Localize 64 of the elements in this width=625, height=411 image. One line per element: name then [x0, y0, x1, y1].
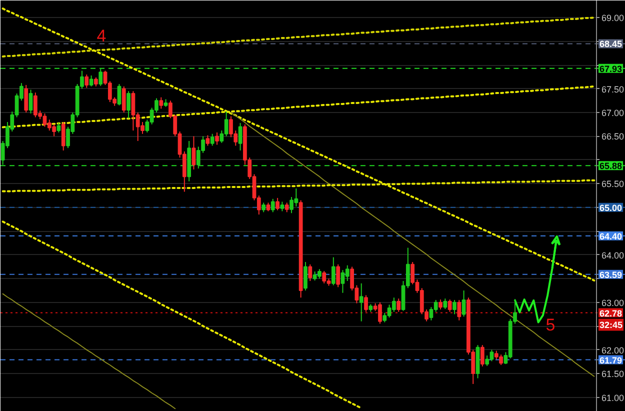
candlestick	[206, 134, 210, 146]
candlestick	[462, 290, 466, 318]
ref-line-label: 64.40	[600, 231, 622, 242]
candlestick	[457, 299, 462, 321]
ref-line-label: 62.78	[600, 308, 622, 318]
y-tick-label: 67.00	[602, 108, 624, 118]
ref-line-label: 67.93	[600, 64, 622, 74]
y-tick-label: 66.50	[602, 132, 624, 142]
line-series	[2, 220, 362, 410]
line-series	[2, 16, 596, 58]
candlestick	[24, 84, 28, 114]
y-tick-label: 64.00	[602, 250, 624, 260]
y-tick-label: 67.50	[602, 84, 624, 94]
candlestick	[238, 122, 242, 151]
candlestick	[276, 197, 280, 211]
line-series	[230, 112, 595, 377]
candlestick	[443, 298, 448, 310]
candlestick	[359, 282, 364, 322]
candlestick	[61, 121, 66, 151]
candlestick	[345, 264, 350, 282]
ref-line-label: 65.00	[600, 202, 622, 213]
candlestick	[159, 96, 164, 110]
candlestick	[331, 256, 336, 286]
candlestick	[480, 344, 484, 367]
y-tick-label: 63.00	[602, 298, 624, 308]
candlestick	[122, 86, 126, 114]
candlestick	[126, 90, 130, 119]
candlestick	[322, 270, 326, 284]
candlestick	[438, 298, 442, 310]
line-series	[2, 8, 596, 282]
candlestick	[215, 132, 219, 146]
candlestick	[94, 76, 98, 87]
candlestick	[308, 264, 312, 282]
candlestick	[284, 202, 289, 213]
candlestick	[89, 74, 94, 87]
candlestick	[280, 201, 284, 212]
candlestick	[485, 355, 490, 366]
candlestick	[210, 133, 214, 146]
candlestick	[117, 84, 122, 106]
candlestick	[336, 264, 340, 288]
candlestick	[448, 298, 452, 312]
annotation: 4	[96, 26, 106, 46]
y-tick-label: 62.00	[602, 345, 624, 356]
candlestick	[364, 294, 368, 312]
candlestick	[98, 68, 103, 86]
y-tick-label: 65.50	[602, 179, 624, 190]
candlestick	[452, 299, 456, 315]
candlestick	[262, 202, 266, 213]
candlestick	[84, 74, 89, 88]
candlestick	[304, 262, 308, 291]
candlestick	[192, 136, 196, 170]
y-tick-label: 61.00	[602, 392, 624, 403]
ref-line-label: 61.79	[600, 355, 622, 366]
candlestick	[396, 298, 401, 312]
ref-line-label: 63.59	[600, 270, 622, 280]
candlestick	[56, 122, 61, 133]
y-tick-label: 61.50	[602, 369, 624, 380]
candlestick	[28, 89, 33, 114]
y-tick-label: 69.00	[602, 13, 624, 24]
ref-line-label: 65.88	[600, 161, 622, 172]
line-series	[2, 293, 176, 410]
ref-line-label: 68.45	[600, 39, 622, 50]
candlestick	[270, 198, 275, 213]
text: 32:45	[600, 320, 623, 330]
